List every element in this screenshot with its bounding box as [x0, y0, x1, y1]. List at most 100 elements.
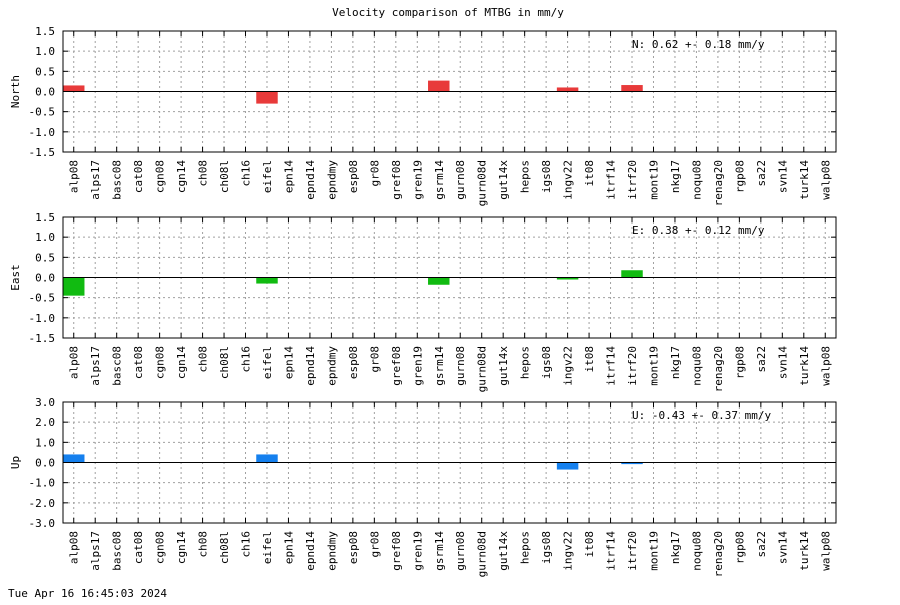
x-tick-label: rgp08 — [733, 531, 746, 564]
x-tick-label: noqu08 — [690, 531, 703, 571]
panel-up: 3.0 2.0 1.0 0.0 -1.0 -2.0 -3.0 U: -0.43 +- 0.37… — [9, 396, 837, 577]
y-axis-label: East — [9, 264, 22, 291]
y-tick-label: 0.0 — [35, 86, 55, 99]
x-tick-label: svn14 — [776, 160, 789, 193]
x-tick-label: ch08 — [197, 346, 210, 373]
y-tick-label: -2.0 — [29, 497, 56, 510]
x-tick-label: itrf14 — [605, 160, 618, 200]
y-tick-label: 2.0 — [35, 416, 55, 429]
y-axis-label: Up — [9, 456, 22, 469]
y-tick-label: -1.0 — [29, 126, 56, 139]
x-tick-label: gref08 — [390, 346, 403, 386]
y-tick-label: 0.0 — [35, 457, 55, 470]
x-tick-label: nkg17 — [669, 160, 682, 193]
y-tick-label: -0.5 — [29, 106, 56, 119]
x-tick-label: epndmy — [325, 160, 338, 200]
x-tick-label: it08 — [583, 160, 596, 187]
x-tick-label: turk14 — [798, 160, 811, 200]
chart-title: Velocity comparison of MTBG in mm/y — [332, 6, 564, 19]
x-tick-label: it08 — [583, 531, 596, 558]
x-tick-label: mont19 — [647, 531, 660, 571]
x-tick-label: ch16 — [240, 346, 253, 373]
x-tick-label: cgn08 — [154, 346, 167, 379]
x-tick-label: nkg17 — [669, 346, 682, 379]
bar-eifel — [256, 277, 278, 284]
bar-itrf20 — [621, 270, 643, 278]
x-tick-label: svn14 — [776, 531, 789, 564]
x-tick-label: rgp08 — [733, 346, 746, 379]
x-tick-label: itrf20 — [626, 531, 639, 571]
bar-itrf20 — [621, 462, 643, 465]
bar-gsrm14 — [428, 277, 450, 285]
footer-timestamp: Tue Apr 16 16:45:03 2024 — [8, 587, 167, 600]
x-tick-label: itrf14 — [605, 531, 618, 571]
x-tick-label: mont19 — [647, 346, 660, 386]
x-tick-label: ch08l — [218, 531, 231, 564]
x-tick-label: esp08 — [347, 346, 360, 379]
x-tick-label: eifel — [261, 346, 274, 379]
x-tick-label: gr08 — [368, 531, 381, 558]
x-tick-label: sa22 — [755, 346, 768, 373]
x-tick-label: it08 — [583, 346, 596, 373]
x-tick-label: gurn08d — [476, 160, 489, 206]
y-tick-label: 3.0 — [35, 396, 55, 409]
x-tick-label: gurn08d — [476, 531, 489, 577]
x-tick-label: gren19 — [411, 160, 424, 200]
x-tick-label: ingv22 — [562, 531, 575, 571]
bar-eifel — [256, 91, 278, 104]
x-tick-label: itrf20 — [626, 160, 639, 200]
x-tick-label: svn14 — [776, 346, 789, 379]
y-tick-label: 0.5 — [35, 251, 55, 264]
x-tick-label: alp08 — [68, 160, 81, 193]
x-tick-label: epnd14 — [304, 160, 317, 200]
x-tick-label: walp08 — [819, 160, 832, 200]
x-tick-label: cat08 — [132, 531, 145, 564]
x-tick-label: gr08 — [368, 160, 381, 187]
x-tick-label: ch16 — [240, 531, 253, 558]
x-tick-label: ch08 — [197, 531, 210, 558]
x-tick-label: hepos — [519, 160, 532, 193]
x-tick-label: ch08 — [197, 160, 210, 187]
x-tick-label: alps17 — [89, 531, 102, 571]
x-tick-label: ch08l — [218, 160, 231, 193]
x-tick-label: ingv22 — [562, 346, 575, 386]
x-tick-label: walp08 — [819, 531, 832, 571]
bar-eifel — [256, 454, 278, 463]
x-tick-label: renag20 — [712, 346, 725, 392]
x-tick-label: gut14x — [497, 160, 510, 200]
bar-alp08 — [63, 85, 85, 92]
panel-east: 1.5 1.0 0.5 0.0 -0.5 -1.0 -1.5 E: 0.38 +- 0.12 … — [9, 211, 837, 392]
stats-annotation: E: 0.38 +- 0.12 mm/y — [632, 224, 765, 237]
x-tick-label: epnd14 — [304, 346, 317, 386]
x-tick-label: gurn08d — [476, 346, 489, 392]
panel-north: 1.5 1.0 0.5 0.0 -0.5 -1.0 -1.5 N: 0.62 +- 0.18 … — [9, 25, 837, 206]
x-tick-label: sa22 — [755, 531, 768, 558]
x-tick-label: itrf14 — [605, 346, 618, 386]
x-tick-label: cgn14 — [175, 160, 188, 193]
x-tick-label: gr08 — [368, 346, 381, 373]
x-tick-label: gsrm14 — [433, 346, 446, 386]
x-tick-label: esp08 — [347, 160, 360, 193]
x-tick-label: cgn08 — [154, 160, 167, 193]
y-tick-label: 1.5 — [35, 211, 55, 224]
y-tick-label: -1.5 — [29, 146, 56, 159]
x-tick-label: basc08 — [111, 531, 124, 571]
x-tick-label: cat08 — [132, 346, 145, 379]
bar-ingv22 — [556, 87, 579, 92]
x-tick-label: basc08 — [111, 160, 124, 200]
x-tick-label: turk14 — [798, 531, 811, 571]
y-tick-label: -1.5 — [29, 332, 56, 345]
y-tick-label: 1.5 — [35, 25, 55, 38]
x-tick-label: epndmy — [325, 531, 338, 571]
x-tick-label: cgn14 — [175, 346, 188, 379]
x-tick-label: gurn08 — [454, 160, 467, 200]
x-tick-label: walp08 — [819, 346, 832, 386]
x-tick-label: gut14x — [497, 346, 510, 386]
y-tick-label: 1.0 — [35, 231, 55, 244]
x-tick-label: epnd14 — [304, 531, 317, 571]
x-tick-label: hepos — [519, 346, 532, 379]
x-tick-label: noqu08 — [690, 160, 703, 200]
bar-alp08 — [63, 454, 85, 463]
x-tick-label: nkg17 — [669, 531, 682, 564]
